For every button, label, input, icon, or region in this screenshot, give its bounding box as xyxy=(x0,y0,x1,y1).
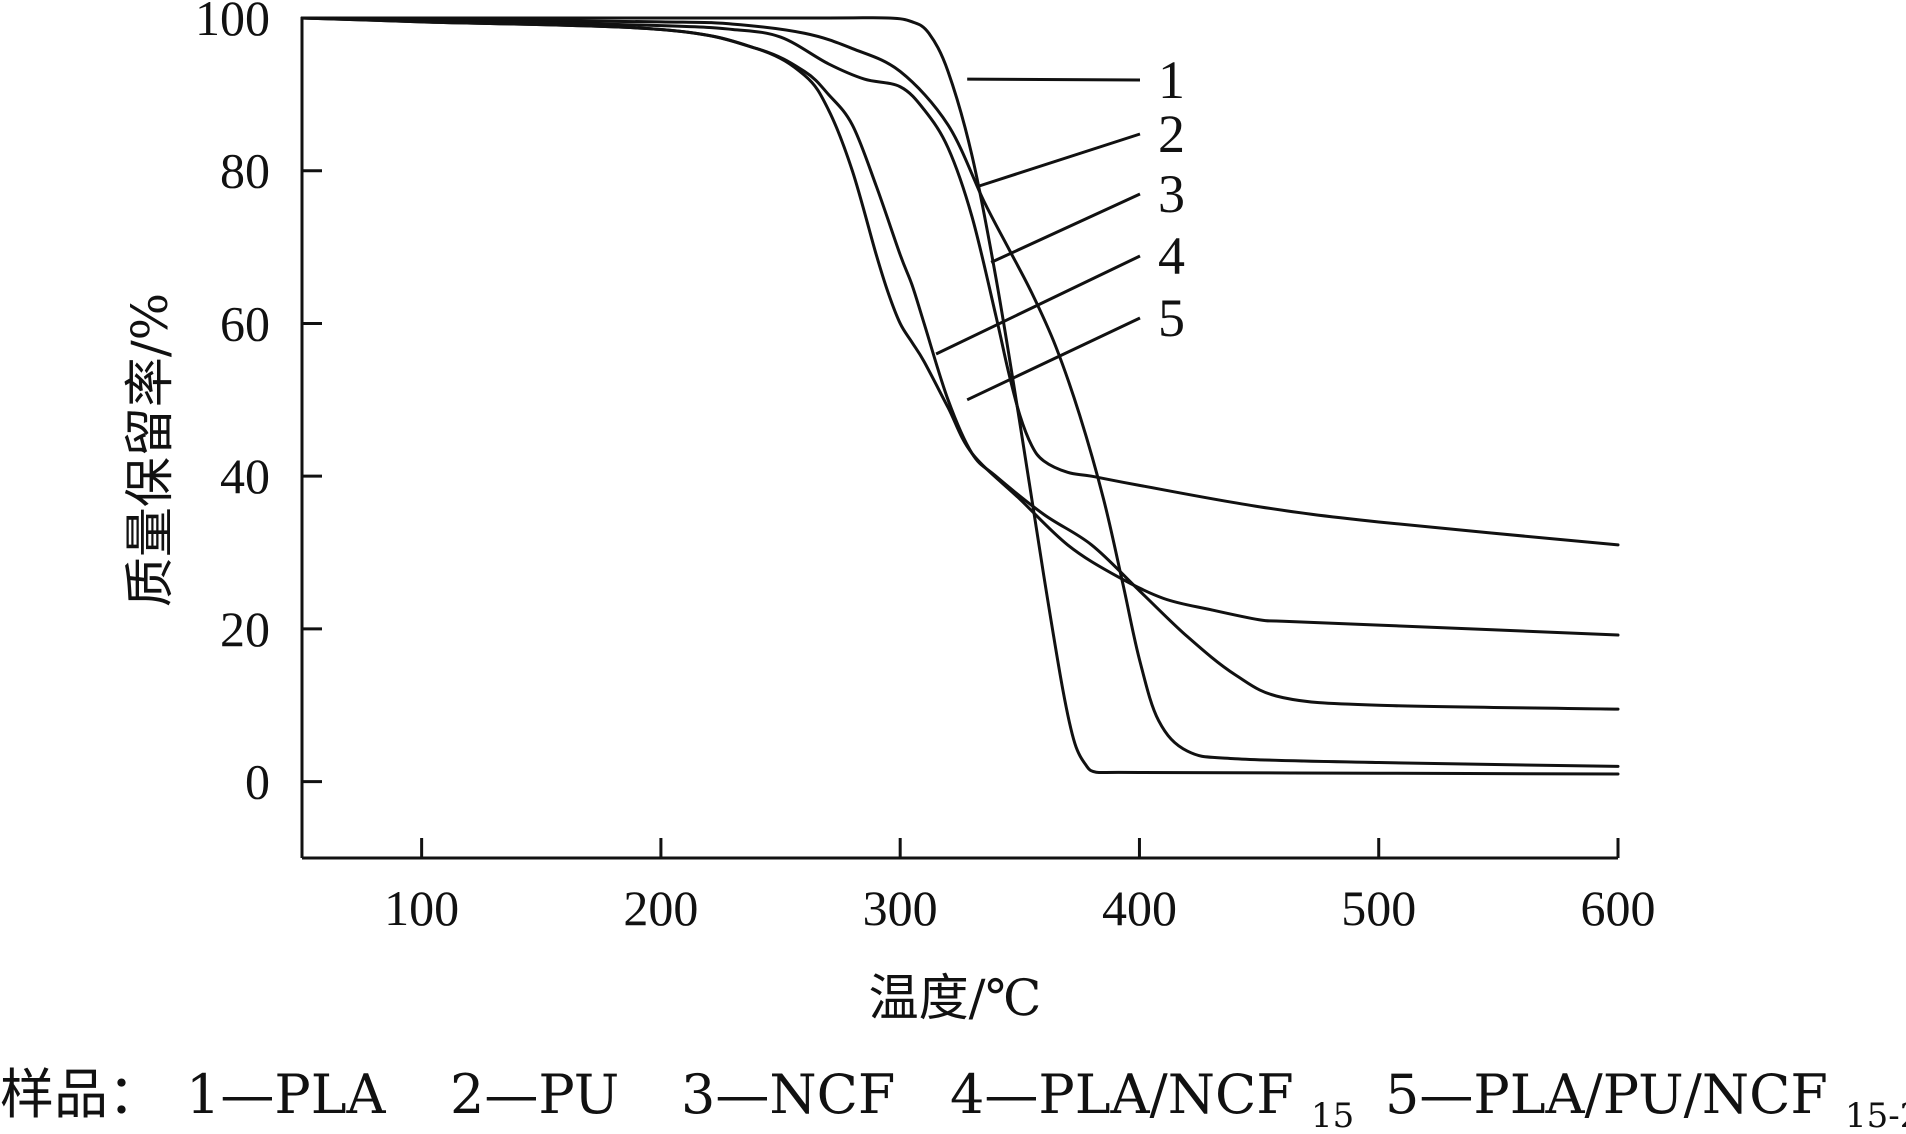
x-tick-label-400: 400 xyxy=(1102,880,1177,936)
caption-item-4-main: 4—PLA/NCF xyxy=(950,1063,1294,1126)
x-tick-label-600: 600 xyxy=(1581,880,1656,936)
y-tick-label-0: 0 xyxy=(245,754,270,810)
legend-label-5: 5 xyxy=(1158,288,1185,348)
y-tick-label-80: 80 xyxy=(220,143,270,199)
legend-leader-line-1 xyxy=(967,77,1141,82)
caption-item-2-main: 2—PU xyxy=(450,1063,619,1126)
legend-label-4: 4 xyxy=(1158,226,1185,286)
caption-item-1-main: 1—PLA xyxy=(186,1063,387,1126)
caption-item-5-subscript: 15-20 xyxy=(1845,1096,1906,1134)
caption: 样品： 1—PLA 2—PU 3—NCF 4—PLA/NCF 15 5—PLA/… xyxy=(0,1063,1906,1134)
series-line-2 xyxy=(300,16,1620,768)
caption-item-5-main: 5—PLA/PU/NCF xyxy=(1385,1063,1828,1126)
caption-item-3-main: 3—NCF xyxy=(681,1063,895,1126)
series-line-3 xyxy=(300,16,1620,547)
caption-item-1: 1—PLA xyxy=(186,1063,387,1126)
caption-item-4: 4—PLA/NCF 15 xyxy=(950,1063,1354,1134)
series-line-5 xyxy=(300,16,1620,711)
x-axis-title: 温度/℃ xyxy=(869,969,1042,1027)
legend-leader-line-3 xyxy=(990,192,1141,264)
y-tick-label-60: 60 xyxy=(220,295,270,351)
caption-item-3: 3—NCF xyxy=(681,1063,895,1126)
x-tick-label-500: 500 xyxy=(1341,880,1416,936)
legend-label-1: 1 xyxy=(1158,50,1185,110)
y-tick-label-40: 40 xyxy=(220,448,270,504)
legend-leader-line-2 xyxy=(978,132,1141,188)
caption-item-5: 5—PLA/PU/NCF 15-20 xyxy=(1385,1063,1906,1134)
y-axis-title: 质量保留率/% xyxy=(121,293,179,607)
tick-layer: 100 200 300 400 500 600 0 20 40 60 80 100 xyxy=(195,0,1656,936)
x-tick-label-300: 300 xyxy=(863,880,938,936)
series-layer xyxy=(300,16,1620,776)
caption-item-2: 2—PU xyxy=(450,1063,619,1126)
legend-leader-line-5 xyxy=(966,316,1141,402)
y-tick-label-20: 20 xyxy=(220,601,270,657)
caption-prefix: 样品： xyxy=(0,1063,162,1126)
series-line-1 xyxy=(300,16,1620,776)
x-tick-label-100: 100 xyxy=(384,880,459,936)
caption-item-4-subscript: 15 xyxy=(1311,1096,1354,1134)
plot-frame xyxy=(300,18,1618,860)
legend-leader-line-4 xyxy=(935,254,1141,356)
y-tick-label-100: 100 xyxy=(195,0,270,46)
legend-label-3: 3 xyxy=(1158,164,1185,224)
x-tick-label-200: 200 xyxy=(623,880,698,936)
legend-label-2: 2 xyxy=(1158,104,1185,164)
